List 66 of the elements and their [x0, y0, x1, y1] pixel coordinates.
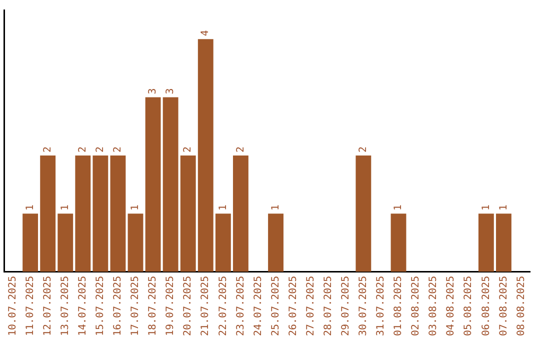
x-tick-label: 01.08.2025: [393, 276, 404, 336]
x-tick-label: 19.07.2025: [165, 276, 176, 336]
x-tick-label: 03.08.2025: [428, 276, 440, 336]
x-tick-label: 08.08.2025: [516, 276, 527, 336]
bar: [496, 214, 512, 272]
data-label: 1: [393, 204, 404, 211]
bar: [75, 155, 91, 272]
bar: [145, 97, 161, 272]
x-tick-label: 02.08.2025: [410, 276, 422, 336]
x-tick-label: 07.08.2025: [498, 276, 510, 336]
bar: [356, 155, 372, 272]
data-label: 1: [130, 204, 142, 211]
data-label: 2: [235, 146, 246, 152]
bar: [128, 214, 144, 272]
x-tick-label: 06.08.2025: [480, 276, 492, 336]
data-label: 1: [24, 204, 36, 211]
x-tick-label: 24.07.2025: [252, 276, 264, 336]
data-label: 2: [182, 146, 194, 152]
bar: [22, 214, 38, 272]
bar: [478, 214, 494, 272]
x-tick-label: 18.07.2025: [148, 276, 159, 336]
bar: [232, 155, 248, 272]
data-label: 2: [112, 146, 124, 152]
x-tick-label: 31.07.2025: [376, 276, 387, 336]
x-tick-label: 17.07.2025: [130, 276, 142, 336]
data-label: 1: [270, 204, 282, 211]
x-tick-label: 05.08.2025: [463, 276, 474, 336]
bar: [162, 97, 178, 272]
x-tick-label: 15.07.2025: [95, 276, 106, 336]
x-tick-label: 14.07.2025: [77, 276, 88, 336]
x-tick-label: 16.07.2025: [112, 276, 124, 336]
data-label: 1: [60, 204, 71, 211]
bar: [110, 155, 126, 272]
data-label: 2: [95, 146, 106, 152]
data-label: 2: [77, 146, 88, 152]
bar: [180, 155, 196, 272]
data-label: 4: [200, 30, 212, 36]
bar: [390, 214, 406, 272]
data-label: 1: [480, 204, 492, 211]
bar: [268, 214, 284, 272]
x-tick-label: 11.07.2025: [24, 276, 36, 336]
data-label: 2: [358, 146, 370, 152]
x-tick-label: 23.07.2025: [235, 276, 246, 336]
x-tick-label: 12.07.2025: [42, 276, 54, 336]
x-tick-label: 13.07.2025: [60, 276, 71, 336]
data-label: 2: [42, 146, 54, 152]
bar: [215, 214, 231, 272]
x-tick-label: 22.07.2025: [218, 276, 229, 336]
data-label: 3: [148, 88, 159, 94]
data-label: 1: [498, 204, 510, 211]
data-label: 1: [218, 204, 229, 211]
bar: [198, 39, 214, 272]
x-tick-label: 20.07.2025: [182, 276, 194, 336]
x-tick-label: 04.08.2025: [446, 276, 457, 336]
x-tick-label: 28.07.2025: [322, 276, 334, 336]
x-tick-label: 25.07.2025: [270, 276, 282, 336]
x-tick-label: 21.07.2025: [200, 276, 212, 336]
bar: [58, 214, 74, 272]
x-tick-label: 10.07.2025: [7, 276, 18, 336]
x-tick-label: 30.07.2025: [358, 276, 370, 336]
x-tick-label: 29.07.2025: [340, 276, 352, 336]
x-tick-label: 27.07.2025: [305, 276, 316, 336]
bar: [40, 155, 56, 272]
bar: [92, 155, 108, 272]
x-tick-label: 26.07.2025: [288, 276, 299, 336]
data-label: 3: [165, 88, 176, 94]
